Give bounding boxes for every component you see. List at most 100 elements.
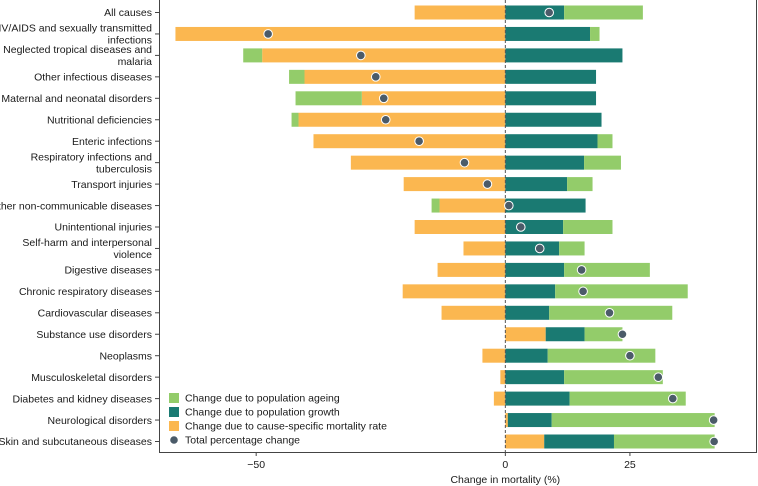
bar-growth: [505, 391, 570, 406]
bar-ageing: [564, 262, 650, 277]
total-marker: [356, 50, 366, 61]
bar-growth: [505, 198, 586, 213]
x-tick-label: 0: [502, 459, 508, 471]
category-label: Nutritional deficiencies: [47, 114, 152, 126]
x-axis: −50 0 25: [247, 452, 636, 471]
bar-rate: [505, 327, 546, 342]
total-marker: [263, 29, 273, 39]
category-label: All causes: [104, 7, 152, 19]
bar-rate: [414, 220, 506, 234]
legend-swatch-rate: [169, 421, 179, 431]
bar-growth: [505, 5, 565, 20]
bar-ageing: [584, 327, 623, 342]
bar-growth: [505, 284, 556, 299]
category-label: Neurological disorders: [48, 415, 152, 427]
bar-ageing: [569, 391, 686, 406]
bar-rate: [439, 198, 506, 213]
legend-label-total: Total percentage change: [185, 435, 300, 447]
bar-rate: [493, 391, 506, 406]
bar-rate: [500, 370, 506, 385]
bar-growth: [545, 327, 585, 342]
category-label: Chronic respiratory diseases: [19, 286, 152, 298]
bar-rate: [304, 69, 506, 84]
plot-area: [159, 0, 757, 453]
bar-segments: [175, 5, 715, 449]
bar-rate: [505, 434, 545, 449]
bar-ageing: [584, 155, 621, 170]
category-label: HIV/AIDS and sexually transmitted infecti…: [0, 23, 152, 47]
total-marker: [708, 415, 719, 425]
x-tick-label: −50: [247, 459, 265, 471]
category-label: Enteric infections: [72, 136, 152, 148]
total-marker: [534, 243, 545, 254]
category-labels: All causes HIV/AIDS and sexually transmit…: [0, 7, 159, 448]
total-marker: [414, 136, 424, 146]
total-marker: [504, 200, 514, 211]
bar-ageing: [295, 91, 362, 106]
bar-rate: [402, 284, 506, 299]
bar-rate: [403, 177, 506, 192]
x-axis-title: Change in mortality (%): [450, 474, 560, 486]
bar-growth: [505, 26, 591, 41]
total-marker: [653, 372, 664, 382]
bar-ageing: [613, 434, 715, 449]
category-label: Other infectious diseases: [34, 72, 152, 84]
total-marker: [370, 72, 381, 82]
bar-growth: [505, 348, 548, 363]
legend: Change due to population ageing Change du…: [169, 393, 387, 447]
bar-growth: [505, 220, 564, 234]
bar-ageing: [564, 5, 643, 20]
legend-swatch-ageing: [169, 393, 179, 403]
category-label: Respiratory infections and tuberculosis: [31, 151, 153, 175]
bar-rate: [313, 134, 506, 149]
bar-rate: [175, 26, 506, 41]
bar-growth: [505, 112, 602, 127]
category-label: Cardiovascular diseases: [38, 308, 152, 320]
category-label: Musculoskeletal disorders: [31, 372, 152, 384]
bar-rate: [414, 5, 506, 20]
bar-growth: [507, 413, 552, 428]
total-marker: [482, 179, 493, 189]
category-label: Maternal and neonatal disorders: [1, 93, 152, 105]
bar-ageing: [243, 48, 263, 63]
bar-growth: [505, 48, 623, 63]
legend-swatch-total: [169, 435, 179, 445]
bar-rate: [350, 155, 506, 170]
total-marker: [576, 265, 587, 275]
bar-rate: [437, 262, 506, 277]
bar-rate: [298, 112, 506, 127]
bar-growth: [544, 434, 614, 449]
total-marker: [604, 308, 615, 318]
x-tick-label: 25: [624, 459, 636, 471]
bar-growth: [505, 370, 565, 385]
bar-ageing: [564, 370, 663, 385]
total-marker: [459, 157, 470, 168]
bar-ageing: [563, 220, 613, 234]
bar-ageing: [555, 284, 688, 299]
total-marker: [378, 93, 389, 104]
bar-rate: [482, 348, 506, 363]
bar-growth: [505, 134, 598, 149]
bar-rate: [441, 305, 506, 320]
bar-growth: [505, 262, 565, 277]
bar-ageing: [590, 26, 600, 41]
bar-ageing: [431, 198, 440, 213]
total-marker: [380, 114, 391, 125]
bar-growth: [505, 177, 568, 192]
bar-ageing: [291, 112, 299, 127]
category-label: Transport injuries: [71, 179, 152, 191]
bar-growth: [505, 241, 560, 256]
bar-rate: [463, 241, 506, 256]
bar-rate: [505, 413, 508, 428]
bar-ageing: [597, 134, 613, 149]
category-label: Other non-communicable diseases: [0, 200, 152, 212]
bar-rate: [361, 91, 506, 106]
category-label: Skin and subcutaneous diseases: [0, 436, 152, 448]
total-marker: [544, 7, 554, 18]
total-markers: [263, 7, 719, 447]
category-label: Diabetes and kidney diseases: [12, 393, 152, 405]
bar-growth: [505, 91, 597, 106]
category-label: Self-harm and interpersonal violence: [22, 237, 152, 261]
category-label: Neglected tropical diseases and malaria: [3, 44, 152, 68]
